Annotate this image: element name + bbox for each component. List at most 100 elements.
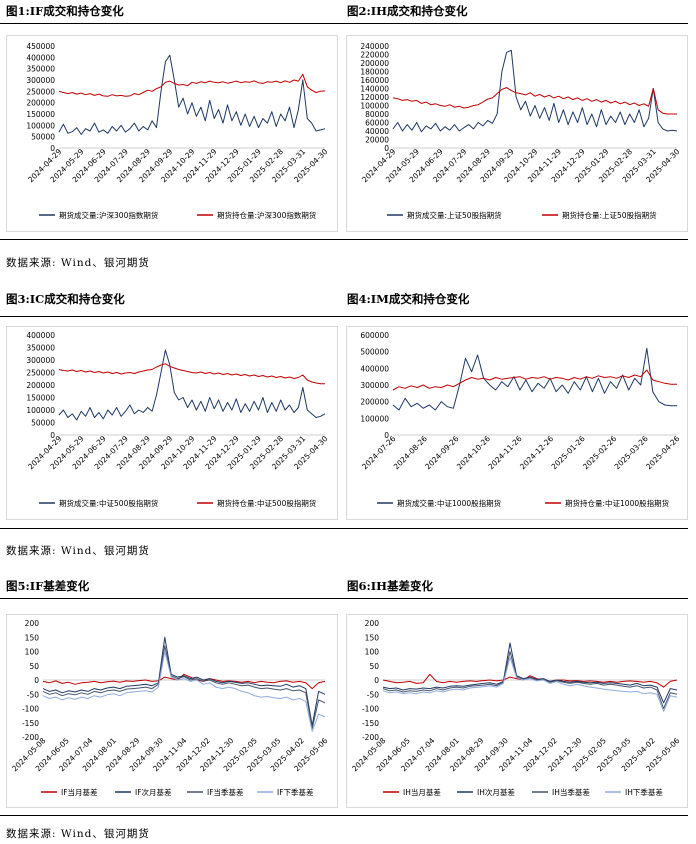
y-tick-label: 220000: [360, 51, 389, 60]
legend-label: 期货成交量:沪深300指数期货: [59, 210, 159, 220]
divider: [0, 815, 688, 816]
source-note: 数据来源: Wind、银河期货: [6, 257, 150, 269]
series-line-2: [58, 363, 325, 385]
legend-label: IF次月基差: [135, 787, 172, 797]
divider: [0, 239, 688, 240]
chart-panel-ic-volume: 0 50000 100000 150000 200000 250000 300000 3500…: [6, 326, 338, 520]
series-line-1: [392, 49, 678, 133]
y-tick-label: 160000: [360, 76, 389, 85]
series-line-1: [58, 54, 326, 135]
legend-label: 期货成交量:中证500股指期货: [59, 498, 159, 508]
y-tick-label: 150000: [26, 110, 55, 119]
y-tick-label: 200000: [360, 398, 389, 407]
y-tick-label: 0: [34, 676, 39, 685]
series-line-2: [392, 87, 677, 115]
y-tick-label: -200: [362, 733, 379, 742]
y-tick-label: 240000: [360, 42, 389, 51]
legend-label: IH次月基差: [477, 787, 515, 797]
y-tick-label: 80000: [365, 110, 389, 119]
y-tick-label: 0: [50, 431, 55, 440]
y-tick-label: 150000: [26, 394, 55, 403]
chart-panel-ih-basis: 200 150 100 50 0 -50 -100 -150 -200 2024-05-08 202…: [346, 614, 688, 808]
y-tick-label: 300000: [26, 356, 55, 365]
legend-label: 期货持仓量:中证500股指期货: [217, 498, 317, 508]
chart-ih-volume-oi: 0200004000060000800001000001200001400001…: [360, 42, 681, 220]
chart-if-volume-oi: 0 50000 100000 150000 200000 250000 300000 3500…: [26, 42, 329, 220]
chart-panel-ih-volume: 0 20000 40000 60000 80000 100000 120000 140000 1…: [346, 35, 688, 232]
figure-title-4: 图4:IM成交和持仓变化: [347, 292, 470, 306]
source-note: 数据来源: Wind、银河期货: [6, 545, 150, 557]
chart-panel-if-volume: 0 50000 100000 150000 200000 250000 300000 3500…: [6, 35, 338, 232]
chart-panel-im-volume: 0 100000 200000 300000 400000 500000 600000 202…: [346, 326, 688, 520]
legend-label: IH当月基差: [403, 787, 441, 797]
figure-title-1: 图1:IF成交和持仓变化: [6, 4, 124, 18]
y-tick-label: 100000: [26, 406, 55, 415]
chart-if-basis: 200150100500-50-100-150-2002024-05-08202…: [10, 619, 329, 797]
legend-label: IH当季基差: [552, 787, 590, 797]
legend-label: 期货持仓量:中证1000股指期货: [565, 498, 670, 508]
legend-label: IH下季基差: [625, 787, 663, 797]
legend-label: 期货持仓量:上证50股指期货: [562, 210, 657, 220]
y-tick-label: 400000: [26, 331, 55, 340]
chart-im-volume-oi: 0 100000 200000 300000 400000 500000 600000 202…: [360, 331, 681, 508]
y-tick-label: -200: [22, 733, 39, 742]
legend-label: IF当月基差: [61, 787, 98, 797]
series-line-2: [42, 636, 326, 727]
y-tick-label: 150: [365, 633, 380, 642]
series-line-1: [58, 349, 326, 421]
series-line-2: [392, 369, 677, 391]
divider: [0, 528, 688, 529]
y-tick-label: 50: [29, 662, 39, 671]
y-tick-label: 50000: [31, 419, 55, 428]
y-tick-label: 140000: [360, 85, 389, 94]
legend-label: 期货成交量:中证1000股指期货: [397, 498, 502, 508]
y-tick-label: -100: [362, 705, 379, 714]
series-line-1: [392, 347, 677, 411]
y-tick-label: 0: [50, 144, 55, 153]
x-tick-label: 2025-04-26: [644, 434, 681, 471]
y-tick-label: 100000: [360, 102, 389, 111]
y-tick-label: 350000: [26, 65, 55, 74]
legend-label: IF下季基差: [277, 787, 314, 797]
legend-label: 期货成交量:上证50股指期货: [407, 210, 502, 220]
y-tick-label: -150: [22, 719, 39, 728]
y-tick-label: -50: [367, 690, 379, 699]
y-tick-label: 0: [384, 144, 389, 153]
figure-title-3: 图3:IC成交和持仓变化: [6, 292, 125, 306]
y-tick-label: 180000: [360, 68, 389, 77]
y-tick-label: 450000: [26, 42, 55, 51]
y-tick-label: 200: [25, 619, 40, 628]
y-tick-label: 250000: [26, 369, 55, 378]
y-tick-label: 250000: [26, 87, 55, 96]
divider: [0, 316, 688, 317]
series-line-4: [382, 656, 678, 712]
y-tick-label: 100000: [360, 414, 389, 423]
divider: [0, 23, 688, 24]
y-tick-label: -150: [362, 719, 379, 728]
series-line-4: [42, 651, 326, 732]
series-line-3: [382, 651, 678, 709]
y-tick-label: -100: [22, 705, 39, 714]
figure-title-5: 图5:IF基差变化: [6, 579, 90, 593]
y-tick-label: 200000: [26, 99, 55, 108]
y-tick-label: 60000: [365, 119, 389, 128]
y-tick-label: 500000: [360, 348, 389, 357]
y-tick-label: 350000: [26, 344, 55, 353]
y-tick-label: 300000: [360, 381, 389, 390]
y-tick-label: 600000: [360, 331, 389, 340]
chart-ih-basis: 200150100500-50-100-150-2002024-05-08202…: [350, 619, 681, 797]
series-line-1: [42, 673, 326, 690]
figure-title-6: 图6:IH基差变化: [347, 579, 433, 593]
y-tick-label: 0: [384, 431, 389, 440]
y-tick-label: 150: [25, 633, 40, 642]
series-line-1: [382, 673, 678, 688]
y-tick-label: 400000: [26, 53, 55, 62]
chart-ic-volume-oi: 0 50000 100000 150000 200000 250000 300000 3500…: [26, 331, 329, 508]
y-tick-label: 0: [374, 676, 379, 685]
chart-panel-if-basis: 200 150 100 50 0 -50 -100 -150 -200 2024-05-08 202…: [6, 614, 338, 808]
series-line-2: [58, 73, 326, 97]
y-tick-label: 20000: [365, 136, 389, 145]
y-tick-label: 200: [365, 619, 380, 628]
y-tick-label: 300000: [26, 76, 55, 85]
y-tick-label: 100000: [26, 121, 55, 130]
